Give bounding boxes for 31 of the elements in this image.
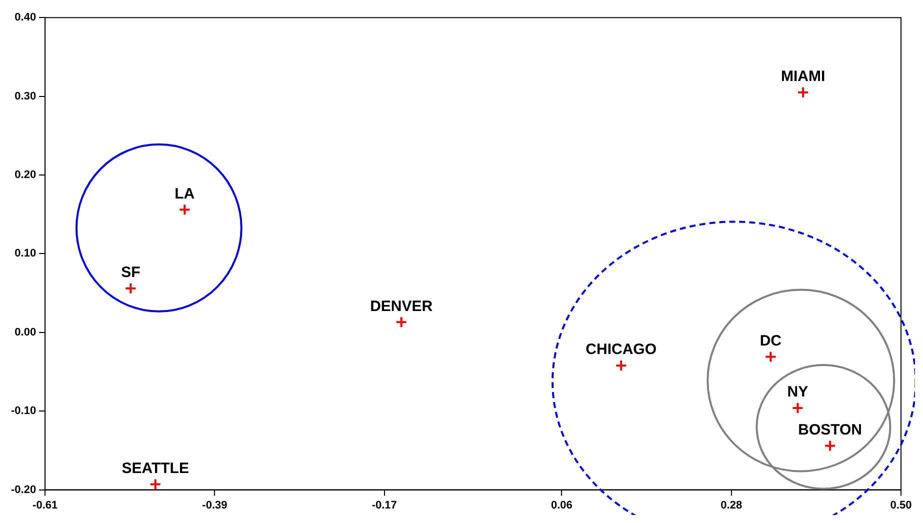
point xyxy=(124,282,137,294)
annotation: DC xyxy=(760,332,782,350)
point xyxy=(149,478,162,490)
point xyxy=(764,350,777,363)
point xyxy=(792,402,804,414)
point xyxy=(178,204,191,216)
annotation: NY xyxy=(787,384,808,401)
x-tick-label: 0.06 xyxy=(551,499,572,512)
y-tick-label: 0.00 xyxy=(14,326,36,338)
annotation: SEATTLE xyxy=(122,460,189,477)
x-tick-label: -0.61 xyxy=(32,499,58,512)
point xyxy=(395,316,408,328)
point xyxy=(824,440,836,452)
y-tick-label: 0.10 xyxy=(14,248,36,260)
annotation: LA xyxy=(174,185,195,202)
annotation: BOSTON xyxy=(798,421,862,438)
x-tick-label: -0.17 xyxy=(372,499,397,512)
point xyxy=(797,86,810,98)
y-tick-label: 0.40 xyxy=(14,12,36,24)
x-tick-label: 0.50 xyxy=(890,499,912,512)
point xyxy=(615,359,628,372)
annotation: DENVER xyxy=(370,298,433,315)
y-tick-label: 0.20 xyxy=(14,169,36,182)
y-tick-label: 0.30 xyxy=(14,90,36,102)
y-tick-label: -0.20 xyxy=(10,484,36,496)
y-tick-label: -0.10 xyxy=(10,405,36,418)
annotation: CHICAGO xyxy=(586,341,657,358)
annotation: MIAMI xyxy=(780,68,826,86)
annotation: SF xyxy=(121,264,140,281)
x-tick-label: 0.28 xyxy=(720,499,742,512)
x-tick-label: -0.39 xyxy=(202,499,228,512)
